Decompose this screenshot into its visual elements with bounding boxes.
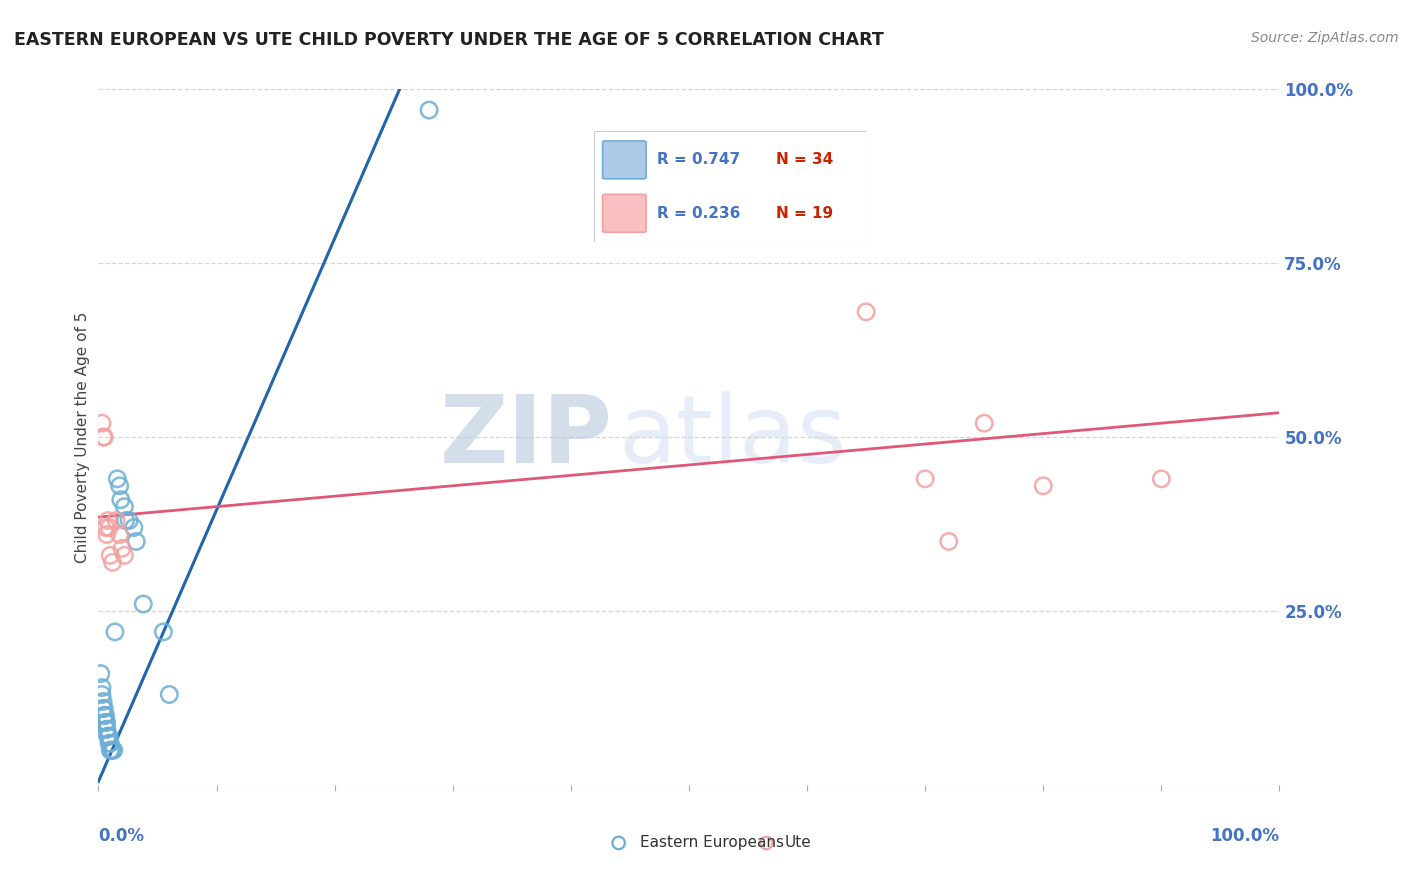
Point <box>157 688 180 702</box>
Point <box>101 555 124 569</box>
Point <box>914 472 936 486</box>
Point <box>96 723 118 737</box>
Point <box>152 624 174 639</box>
Point <box>100 743 122 757</box>
Point <box>1150 472 1173 486</box>
Point <box>98 729 121 743</box>
Point <box>94 520 117 534</box>
Point <box>98 549 121 563</box>
Point <box>973 416 995 430</box>
Point <box>97 514 120 528</box>
Point <box>731 739 754 754</box>
Point <box>112 500 135 514</box>
Text: ZIP: ZIP <box>439 391 612 483</box>
Point <box>98 743 121 757</box>
Point <box>96 527 118 541</box>
Point <box>91 416 114 430</box>
Point <box>96 715 118 730</box>
Point <box>91 681 114 695</box>
Point <box>98 520 121 534</box>
Text: EASTERN EUROPEAN VS UTE CHILD POVERTY UNDER THE AGE OF 5 CORRELATION CHART: EASTERN EUROPEAN VS UTE CHILD POVERTY UN… <box>14 31 884 49</box>
Point <box>103 743 125 757</box>
Point <box>938 534 960 549</box>
Point <box>112 549 135 563</box>
Point <box>105 472 128 486</box>
Text: 0.0%: 0.0% <box>98 827 145 845</box>
Text: Ute: Ute <box>785 836 811 850</box>
Point <box>122 520 145 534</box>
Point <box>132 597 155 611</box>
Y-axis label: Child Poverty Under the Age of 5: Child Poverty Under the Age of 5 <box>75 311 90 563</box>
Point <box>110 492 132 507</box>
Point <box>125 534 148 549</box>
Point <box>97 729 120 743</box>
Point <box>90 666 112 681</box>
Point <box>104 624 127 639</box>
Point <box>96 723 118 737</box>
Text: Source: ZipAtlas.com: Source: ZipAtlas.com <box>1251 31 1399 45</box>
Point <box>98 736 121 750</box>
Point <box>93 430 115 444</box>
Point <box>1032 479 1054 493</box>
Text: Eastern Europeans: Eastern Europeans <box>640 836 783 850</box>
Text: atlas: atlas <box>619 391 846 483</box>
Point <box>91 701 114 715</box>
Point <box>111 541 134 556</box>
Point <box>101 743 124 757</box>
Point <box>94 715 117 730</box>
Point <box>94 708 117 723</box>
Point <box>91 694 114 708</box>
Point <box>91 688 114 702</box>
Point <box>93 701 115 715</box>
Point <box>118 514 141 528</box>
Point <box>91 430 114 444</box>
Point <box>93 708 115 723</box>
Point <box>108 527 131 541</box>
Point <box>855 305 877 319</box>
Point <box>97 729 120 743</box>
Point <box>114 514 136 528</box>
Point <box>607 739 630 754</box>
Point <box>108 479 131 493</box>
Point <box>98 736 121 750</box>
Text: 100.0%: 100.0% <box>1211 827 1279 845</box>
Point <box>105 514 128 528</box>
Point <box>418 103 440 117</box>
